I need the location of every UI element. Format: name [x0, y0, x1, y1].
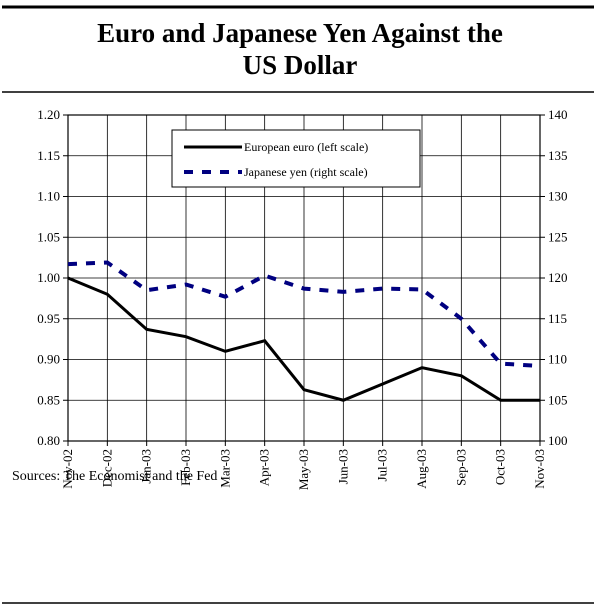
x-tick-label: Feb-03 [178, 449, 193, 486]
x-tick-label: Dec-02 [99, 449, 114, 487]
legend-label: European euro (left scale) [244, 140, 368, 154]
x-tick-label: Aug-03 [414, 449, 429, 489]
y-tick-label: 1.20 [37, 107, 60, 122]
x-tick-label: Nov-02 [60, 449, 75, 489]
line [67, 260, 541, 369]
y2-tick-label: 130 [548, 189, 568, 204]
y2-tick-label: 125 [548, 229, 568, 244]
y2-tick-label: 140 [548, 107, 568, 122]
y2-tick-label: 135 [548, 148, 568, 163]
y-tick-label: 0.95 [37, 311, 60, 326]
x-tick-label: Sep-03 [453, 449, 468, 486]
y-tick-label: 1.00 [37, 270, 60, 285]
y-tick-label: 0.90 [37, 352, 60, 367]
y-tick-label: 0.80 [37, 433, 60, 448]
x-tick-label: Jun-03 [335, 449, 350, 484]
y-tick-label: 1.15 [37, 148, 60, 163]
x-tick-label: Mar-03 [217, 449, 232, 488]
x-tick-label: Apr-03 [257, 449, 272, 486]
y2-tick-label: 105 [548, 392, 568, 407]
source: Sources: The Economist and the Fed [12, 469, 217, 484]
y2-tick-label: 110 [548, 352, 567, 367]
y2-tick-label: 100 [548, 433, 568, 448]
legend-box [171, 129, 421, 188]
x-tick-label: Jul-03 [375, 449, 390, 482]
x-tick-label: Oct-03 [493, 449, 508, 485]
x-tick-label: May-03 [296, 449, 311, 490]
y-tick-label: 0.85 [37, 392, 60, 407]
line [67, 276, 540, 402]
x-tick-label: Nov-03 [532, 449, 547, 489]
y-tick-label: 1.05 [37, 229, 60, 244]
legend-label: Japanese yen (right scale) [244, 165, 368, 179]
x-tick-label: Jan-03 [139, 449, 154, 484]
y2-tick-label: 115 [548, 311, 567, 326]
chart-title: Euro and Japanese Yen Against the US Doll… [97, 18, 503, 80]
y2-tick-label: 120 [548, 270, 568, 285]
y-tick-label: 1.10 [37, 189, 60, 204]
